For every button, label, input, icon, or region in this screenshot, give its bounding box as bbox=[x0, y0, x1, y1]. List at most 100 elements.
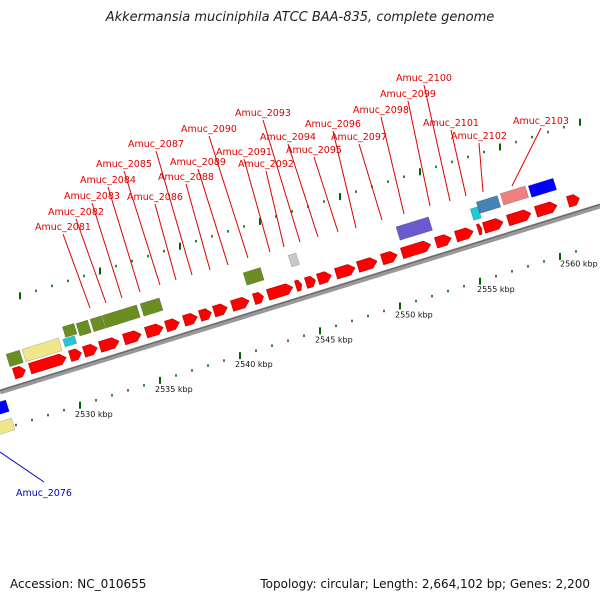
cds-arrow bbox=[98, 337, 120, 353]
gene-label-amuc_2081: Amuc_2081 bbox=[35, 222, 91, 233]
cds-arrow bbox=[182, 312, 198, 327]
gene-label-amuc_2085: Amuc_2085 bbox=[96, 159, 152, 170]
label-leader-lines bbox=[0, 84, 542, 483]
leader-line bbox=[107, 186, 141, 293]
feature-khaki bbox=[0, 417, 16, 436]
gene-features bbox=[0, 177, 580, 436]
scale-label: 2530 kbp bbox=[75, 410, 113, 419]
cds-arrow bbox=[164, 318, 180, 333]
gene-label-amuc_2096: Amuc_2096 bbox=[305, 119, 361, 130]
feature-khaki bbox=[21, 337, 63, 363]
cds-arrow bbox=[28, 353, 67, 375]
leader-line bbox=[243, 158, 271, 253]
scale-label: 2555 kbp bbox=[477, 285, 515, 294]
leader-line bbox=[91, 202, 123, 299]
leader-line bbox=[154, 203, 177, 281]
feature-steelblue bbox=[475, 195, 502, 214]
leader-line bbox=[0, 451, 45, 483]
cds-arrow bbox=[476, 223, 483, 236]
feature-olive bbox=[242, 267, 265, 286]
leader-line bbox=[287, 143, 319, 238]
feature-blue bbox=[0, 399, 10, 416]
cds-arrow bbox=[304, 275, 316, 289]
cds-arrow bbox=[12, 366, 26, 380]
feature-salmon bbox=[499, 185, 529, 206]
cds-arrow bbox=[198, 308, 212, 322]
gene-label-amuc_2089: Amuc_2089 bbox=[170, 157, 226, 168]
cds-arrow bbox=[566, 194, 580, 208]
cds-arrow bbox=[316, 271, 332, 285]
leader-line bbox=[313, 156, 339, 233]
gene-label-amuc_2100: Amuc_2100 bbox=[396, 73, 452, 84]
feature-olive bbox=[5, 349, 24, 368]
feature-olive bbox=[89, 315, 106, 333]
cds-arrow bbox=[482, 218, 504, 234]
cds-arrow bbox=[122, 330, 142, 346]
cds-arrow bbox=[534, 201, 558, 218]
cds-arrow bbox=[68, 348, 82, 362]
leader-line bbox=[478, 142, 484, 193]
cds-arrow bbox=[334, 264, 356, 280]
cds-arrow bbox=[434, 234, 452, 249]
backbone-line bbox=[0, 203, 600, 395]
gene-label-amuc_2099: Amuc_2099 bbox=[380, 89, 436, 100]
scale-label: 2545 kbp bbox=[315, 335, 353, 344]
scale-ticks bbox=[0, 118, 581, 434]
gene-label-amuc_2101: Amuc_2101 bbox=[423, 118, 479, 129]
scale-label: 2550 kbp bbox=[395, 311, 433, 320]
leader-line bbox=[208, 135, 249, 259]
cds-arrow bbox=[144, 323, 164, 339]
gene-label-amuc_2084: Amuc_2084 bbox=[80, 175, 136, 186]
leader-line bbox=[407, 100, 431, 207]
leader-line bbox=[423, 84, 451, 202]
gene-label-amuc_2094: Amuc_2094 bbox=[260, 132, 316, 143]
leader-line bbox=[75, 218, 107, 304]
cds-arrow bbox=[454, 227, 474, 243]
gene-label-amuc_2083: Amuc_2083 bbox=[64, 191, 120, 202]
leader-line bbox=[197, 168, 229, 266]
cds-arrow bbox=[400, 240, 432, 259]
leader-line bbox=[185, 183, 211, 271]
accession-text: Accession: NC_010655 bbox=[10, 577, 147, 591]
cds-arrow bbox=[294, 279, 302, 292]
leader-line bbox=[155, 150, 193, 276]
feature-olive bbox=[61, 322, 78, 338]
scale-label: 2560 kbp bbox=[560, 259, 598, 268]
feature-olive bbox=[75, 319, 92, 337]
gene-label-amuc_2095: Amuc_2095 bbox=[286, 145, 342, 156]
leader-line bbox=[262, 119, 301, 243]
feature-gray bbox=[287, 252, 300, 268]
cds-arrow bbox=[380, 251, 398, 266]
cds-arrow bbox=[230, 297, 250, 312]
cds-arrow bbox=[356, 257, 378, 273]
gene-labels: Amuc_2081 Amuc_2082 Amuc_2083 Amuc_2084 Amuc… bbox=[16, 73, 569, 499]
cds-arrow bbox=[266, 283, 294, 301]
backbone-edge bbox=[0, 203, 600, 392]
gene-label-amuc_2093: Amuc_2093 bbox=[235, 108, 291, 119]
leader-line bbox=[511, 127, 542, 187]
leader-line bbox=[450, 129, 467, 197]
cds-arrow bbox=[82, 343, 98, 358]
gene-label-amuc_2086: Amuc_2086 bbox=[127, 192, 183, 203]
feature-blue bbox=[527, 177, 557, 198]
leader-line bbox=[358, 143, 383, 221]
feature-olive bbox=[101, 304, 141, 329]
cds-arrow bbox=[506, 209, 532, 227]
scale-label: 2540 kbp bbox=[235, 360, 273, 369]
leader-line bbox=[123, 170, 161, 286]
feature-cyan bbox=[62, 335, 78, 348]
gene-label-amuc_2103: Amuc_2103 bbox=[513, 116, 569, 127]
topology-text: Topology: circular; Length: 2,664,102 bp… bbox=[260, 577, 590, 591]
cds-arrow bbox=[252, 291, 264, 305]
scale-labels: 2530 kbp 2535 kbp 2540 kbp 2545 kbp 2550 kbp… bbox=[75, 259, 598, 418]
gene-label-amuc_2088: Amuc_2088 bbox=[158, 172, 214, 183]
gene-label-amuc_2091: Amuc_2091 bbox=[216, 147, 272, 158]
gene-label-amuc_2087: Amuc_2087 bbox=[128, 139, 184, 150]
gene-label-amuc_2092: Amuc_2092 bbox=[238, 159, 294, 170]
leader-line bbox=[62, 233, 91, 309]
gene-label-amuc_2102: Amuc_2102 bbox=[451, 131, 507, 142]
genome-backbone bbox=[0, 203, 600, 395]
cds-arrow bbox=[212, 303, 228, 318]
map-title: Akkermansia muciniphila ATCC BAA-835, co… bbox=[105, 10, 495, 25]
